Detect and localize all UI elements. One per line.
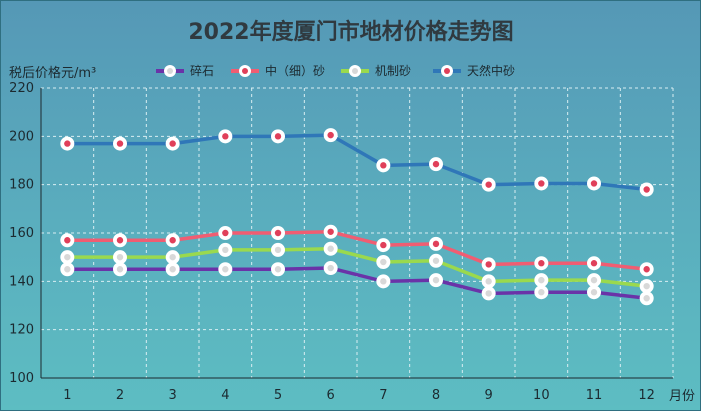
legend: 碎石 中（细）砂 机制砂 天然中砂 (156, 63, 515, 78)
x-tick-label: 3 (169, 388, 177, 403)
data-point-core (590, 260, 598, 267)
series-line (67, 230, 647, 271)
legend-label: 天然中砂 (467, 63, 515, 78)
series-line (67, 133, 647, 192)
data-point-core (590, 180, 598, 187)
data-point-core (485, 181, 492, 188)
legend-item: 碎石 (156, 63, 214, 78)
data-point-core (590, 289, 598, 296)
data-point-core (327, 245, 334, 252)
data-point-core (432, 160, 440, 168)
data-point-core (380, 241, 387, 249)
data-point-core (643, 295, 650, 302)
legend-item: 中（细）砂 (231, 63, 325, 78)
data-point-core (485, 261, 492, 268)
legend-label: 机制砂 (375, 64, 411, 78)
legend-item: 天然中砂 (433, 63, 515, 78)
series-3 (60, 128, 654, 197)
y-tick-label: 120 (9, 323, 34, 338)
data-point-core (222, 229, 229, 237)
data-point-core (380, 162, 387, 169)
data-point-core (380, 278, 387, 285)
data-point-core (169, 140, 176, 147)
grid (41, 87, 674, 378)
data-point-core (432, 240, 440, 248)
x-tick-label: 4 (221, 388, 229, 403)
data-point-core (169, 266, 176, 273)
data-point-core (116, 237, 124, 244)
data-point-core (380, 258, 387, 266)
series-line (67, 246, 647, 288)
x-tick-label: 9 (485, 388, 493, 403)
data-point-core (485, 278, 492, 285)
data-point-core (643, 186, 650, 193)
data-point-core (432, 276, 440, 284)
series-2 (60, 241, 654, 294)
data-point-core (327, 264, 334, 272)
data-point-core (222, 266, 229, 273)
series-line (67, 266, 647, 300)
data-point-core (274, 246, 282, 254)
data-point-core (169, 253, 176, 261)
x-tick-label: 6 (327, 388, 335, 403)
series-layer (60, 128, 654, 306)
legend-item: 机制砂 (341, 64, 411, 78)
legend-marker-core (167, 68, 173, 74)
y-tick-label: 140 (9, 274, 34, 289)
series-1 (60, 224, 654, 277)
legend-marker-core (242, 68, 248, 74)
data-point-core (274, 133, 282, 140)
x-tick-label: 7 (379, 388, 387, 403)
legend-marker-core (444, 68, 450, 74)
y-tick-label: 200 (9, 129, 34, 144)
x-axis-label: 月份 (669, 389, 695, 404)
y-tick-label: 160 (9, 226, 34, 241)
data-point-core (643, 282, 650, 290)
data-point-core (432, 257, 440, 264)
data-point-core (64, 266, 71, 273)
legend-label: 碎石 (190, 63, 214, 78)
x-tick-label: 11 (586, 388, 603, 403)
legend-marker-core (352, 68, 358, 74)
data-point-core (590, 276, 598, 284)
data-point-core (538, 180, 545, 187)
data-point-core (116, 140, 124, 147)
y-axis-label: 税后价格元/m³ (9, 65, 96, 81)
legend-label: 中（细）砂 (265, 63, 325, 78)
y-tick-label: 180 (9, 178, 34, 193)
data-point-core (116, 253, 124, 261)
data-point-core (116, 266, 124, 273)
x-tick-label: 2 (116, 388, 124, 403)
data-point-core (327, 131, 334, 139)
data-point-core (169, 237, 176, 244)
data-point-core (64, 237, 71, 244)
data-point-core (274, 266, 282, 273)
x-tick-label: 12 (638, 388, 655, 403)
data-point-core (274, 229, 282, 237)
chart-title: 2022年度厦门市地材价格走势图 (188, 19, 513, 45)
y-tick-label: 100 (9, 371, 34, 386)
y-tick-label: 220 (9, 81, 34, 96)
x-tick-label: 10 (533, 388, 550, 403)
data-point-core (538, 260, 545, 267)
data-point-core (64, 253, 71, 261)
data-point-core (643, 266, 650, 273)
data-point-core (327, 228, 334, 235)
data-point-core (222, 246, 229, 254)
x-tick-label: 1 (63, 388, 71, 403)
data-point-core (222, 133, 229, 140)
x-tick-label: 5 (274, 388, 282, 403)
series-0 (60, 261, 654, 306)
data-point-core (538, 276, 545, 284)
data-point-core (538, 289, 545, 296)
data-point-core (64, 140, 71, 147)
data-point-core (485, 290, 492, 297)
x-tick-label: 8 (432, 388, 440, 403)
